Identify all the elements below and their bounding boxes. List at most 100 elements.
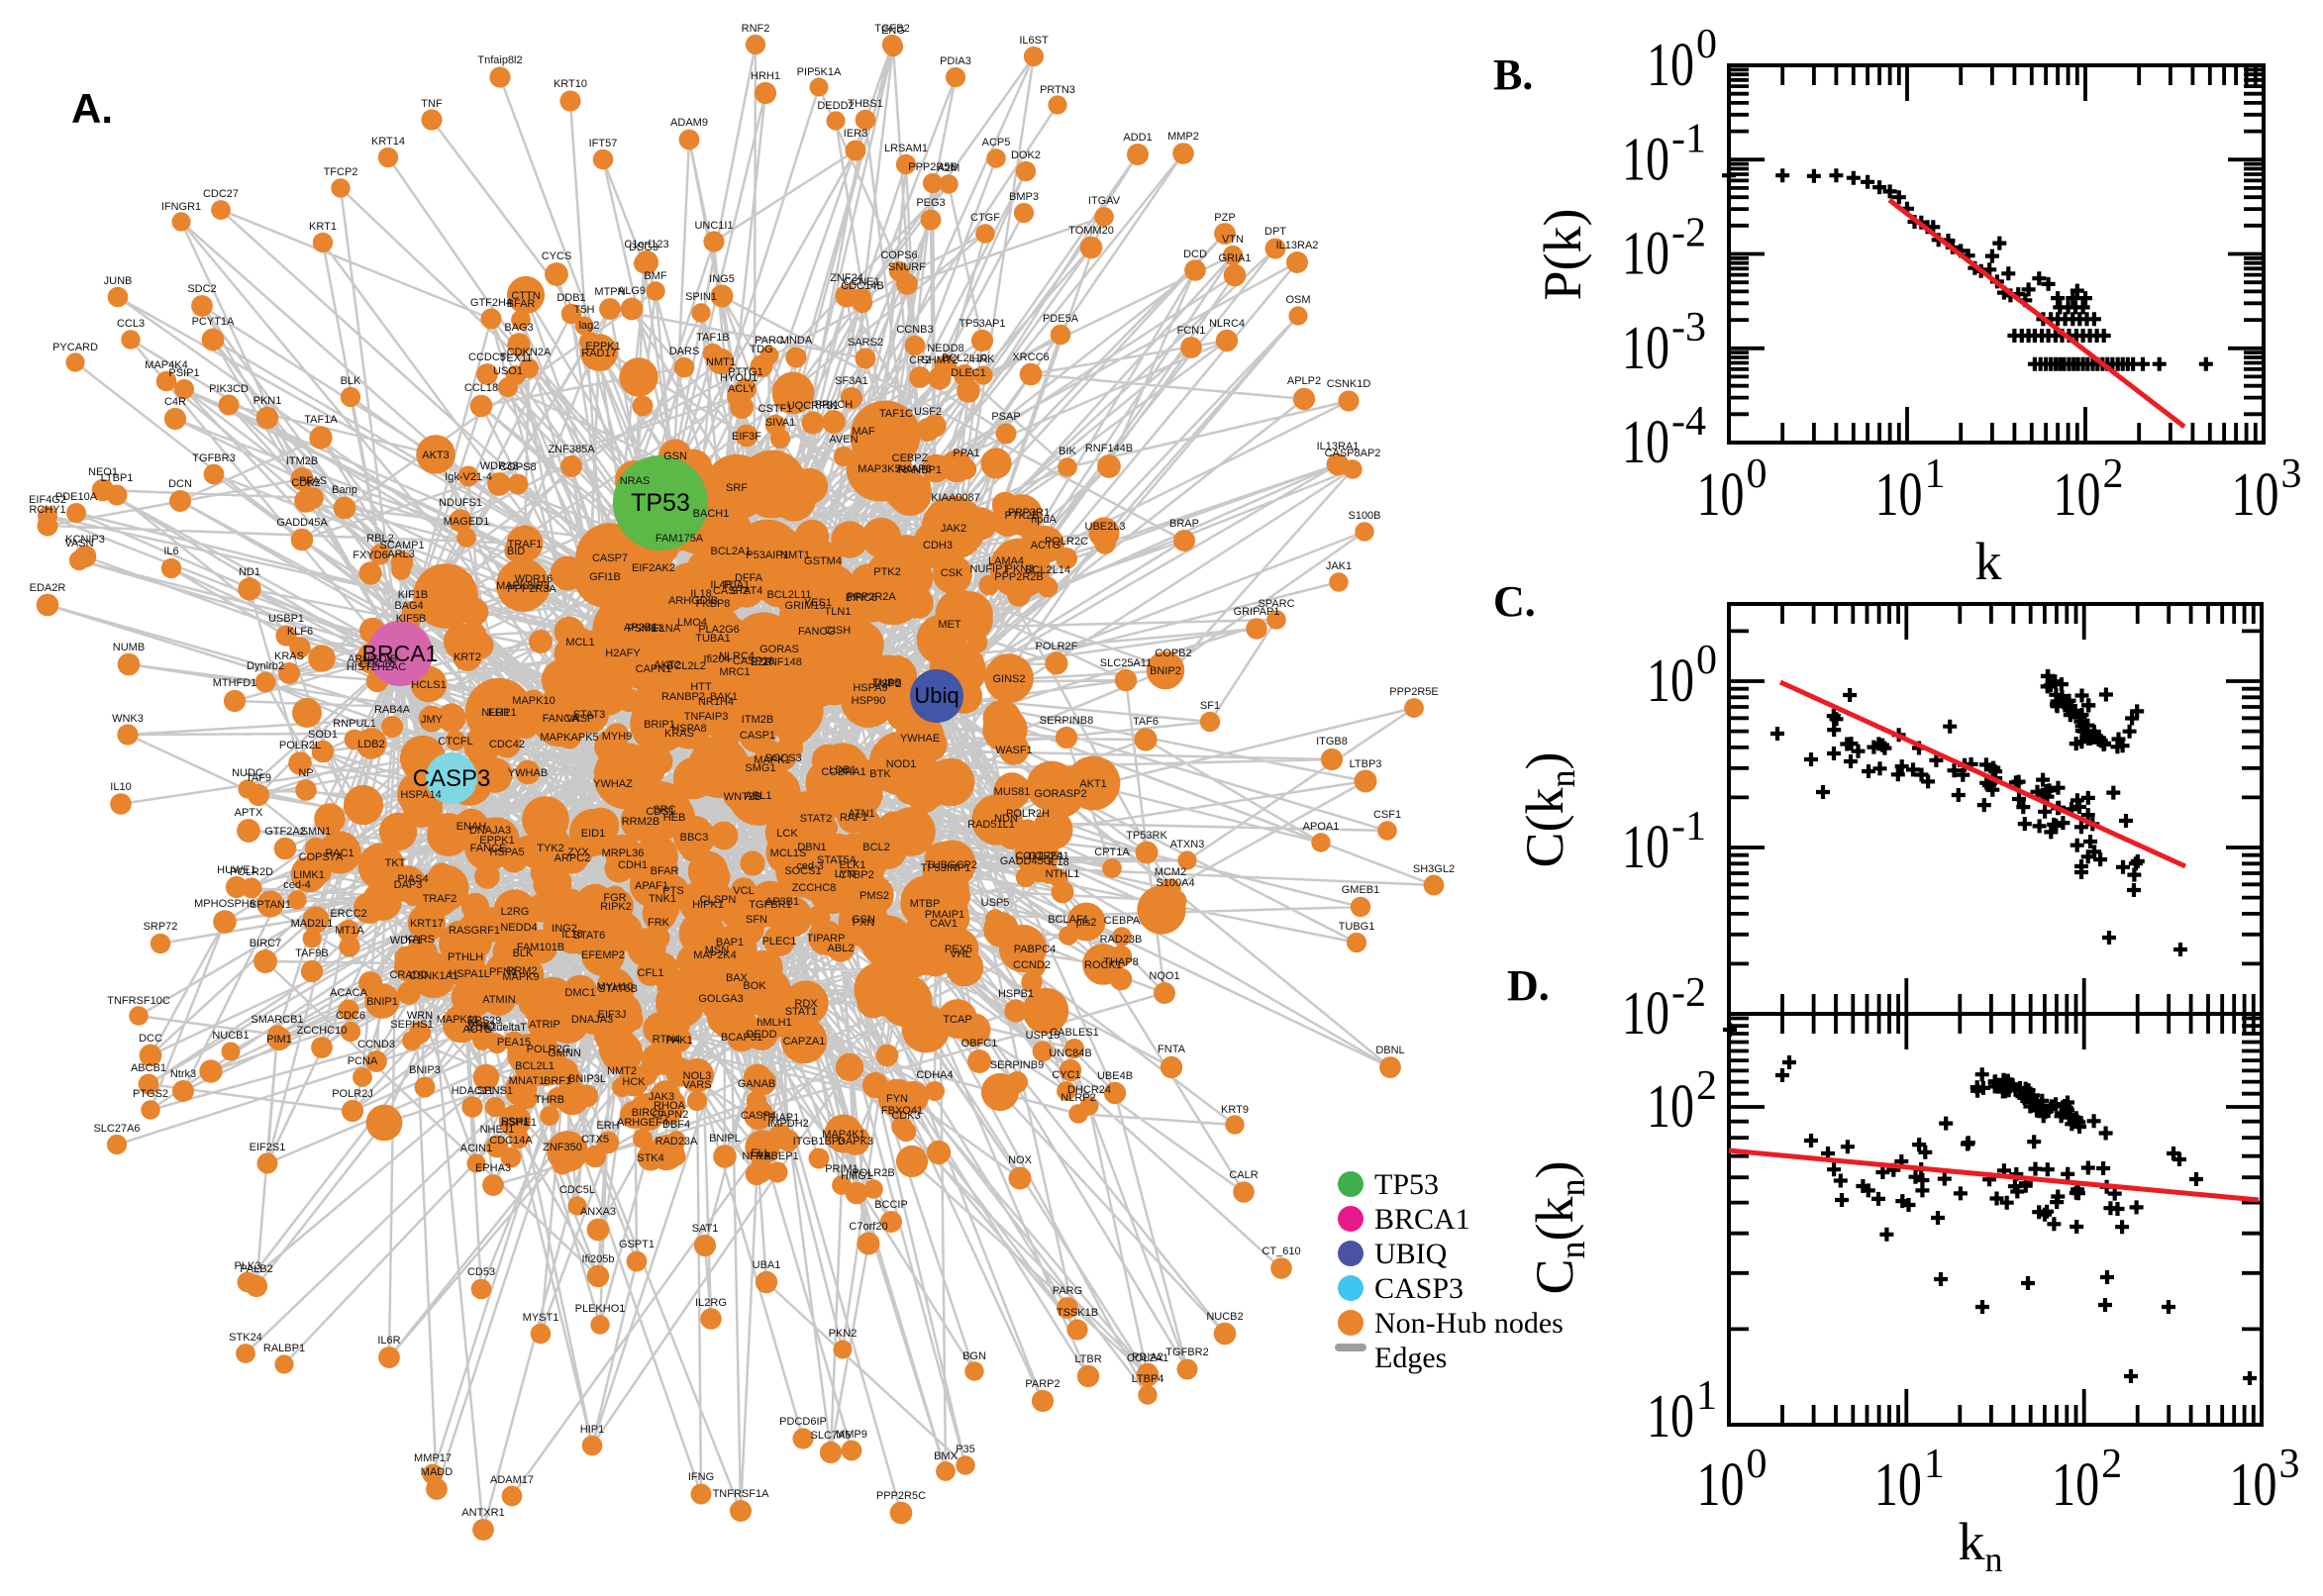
svg-text:MCL1S: MCL1S	[770, 848, 807, 859]
svg-text:TNFAIP3: TNFAIP3	[684, 711, 729, 723]
svg-text:MRC1: MRC1	[719, 666, 750, 678]
svg-text:UBA1: UBA1	[753, 1259, 781, 1271]
svg-text:PDIA2: PDIA2	[1132, 1351, 1163, 1363]
svg-text:TEX11: TEX11	[500, 352, 533, 364]
svg-text:APLP2: APLP2	[1287, 375, 1321, 387]
svg-text:k: k	[1975, 532, 2002, 591]
svg-text:CDH3: CDH3	[923, 540, 953, 551]
svg-text:KARS: KARS	[405, 934, 435, 946]
svg-text:CTGF: CTGF	[970, 212, 1000, 224]
svg-text:MAF: MAF	[852, 426, 875, 438]
svg-text:10: 10	[1875, 461, 1923, 529]
svg-text:CASP4: CASP4	[741, 1110, 776, 1122]
svg-text:2: 2	[2103, 451, 2124, 497]
svg-text:10: 10	[1622, 409, 1669, 476]
svg-text:BFAR: BFAR	[507, 298, 536, 310]
svg-text:PDE10A: PDE10A	[55, 491, 98, 503]
svg-text:PLK3: PLK3	[235, 1260, 261, 1272]
svg-text:CAPN1: CAPN1	[636, 663, 672, 675]
svg-text:COBRA1: COBRA1	[821, 766, 865, 778]
svg-text:PKN3: PKN3	[1006, 563, 1035, 575]
svg-text:CCND2: CCND2	[1013, 959, 1051, 971]
svg-text:ACTG: ACTG	[1031, 540, 1061, 551]
svg-text:MAPK9: MAPK9	[502, 971, 539, 983]
svg-text:IFT57: IFT57	[589, 138, 618, 150]
svg-text:FLNA: FLNA	[653, 623, 681, 635]
svg-text:CALR: CALR	[1229, 1169, 1258, 1181]
svg-text:ACLY: ACLY	[728, 383, 757, 395]
svg-text:BCL2L11: BCL2L11	[766, 589, 811, 601]
svg-text:PPP2R5E: PPP2R5E	[1389, 686, 1439, 698]
svg-text:BRCA1: BRCA1	[1374, 1203, 1470, 1236]
svg-text:PKN1: PKN1	[253, 395, 282, 407]
svg-text:BRCA1: BRCA1	[362, 641, 439, 666]
svg-text:ZYX: ZYX	[567, 847, 589, 858]
svg-text:KIF5B: KIF5B	[396, 613, 427, 625]
svg-text:TAF9: TAF9	[246, 772, 271, 784]
svg-text:MT1A: MT1A	[335, 925, 364, 937]
svg-text:10: 10	[1622, 315, 1669, 382]
svg-text:RAC1: RAC1	[325, 848, 354, 859]
svg-text:OSM: OSM	[1285, 294, 1310, 306]
svg-text:PAK1: PAK1	[665, 1035, 692, 1047]
svg-text:BAG3: BAG3	[504, 322, 533, 334]
svg-text:DCN: DCN	[168, 478, 192, 490]
svg-text:CR2: CR2	[909, 354, 931, 366]
svg-text:CTX5: CTX5	[581, 1134, 609, 1146]
svg-text:SCAMP1: SCAMP1	[379, 540, 424, 551]
svg-text:POLR2L: POLR2L	[279, 740, 321, 751]
svg-text:NUCB1: NUCB1	[212, 1030, 249, 1042]
svg-text:BMX: BMX	[934, 1450, 959, 1462]
svg-text:MRPL36: MRPL36	[602, 848, 645, 859]
svg-text:VCL: VCL	[733, 885, 754, 897]
svg-text:DHCR24: DHCR24	[1067, 1084, 1111, 1096]
svg-text:FGR: FGR	[603, 892, 626, 904]
svg-text:GSN: GSN	[663, 450, 687, 462]
svg-text:SARS2: SARS2	[848, 337, 883, 349]
svg-text:MAPK10: MAPK10	[512, 695, 555, 707]
svg-text:PIAS4: PIAS4	[397, 873, 428, 885]
svg-text:TNF: TNF	[421, 98, 443, 110]
svg-text:LIMK1: LIMK1	[293, 869, 325, 881]
svg-text:EIF4G2: EIF4G2	[29, 494, 66, 506]
svg-text:Banp: Banp	[332, 484, 357, 496]
svg-text:PTTG1: PTTG1	[728, 366, 762, 378]
svg-text:SOCS3: SOCS3	[764, 752, 801, 764]
svg-text:TYK2: TYK2	[537, 843, 564, 854]
svg-text:KRT10: KRT10	[554, 78, 587, 90]
svg-text:DCD: DCD	[1183, 249, 1207, 260]
svg-text:GFI1B: GFI1B	[589, 571, 621, 583]
svg-text:BBC3: BBC3	[680, 832, 709, 844]
svg-text:10: 10	[1697, 1451, 1745, 1519]
svg-text:VTN: VTN	[1222, 234, 1244, 246]
svg-text:KRT2: KRT2	[454, 651, 481, 663]
svg-text:SDC2: SDC2	[187, 283, 216, 295]
svg-text:SMARCB1: SMARCB1	[251, 1014, 303, 1026]
svg-text:SFN: SFN	[746, 914, 767, 926]
svg-text:CASP7: CASP7	[592, 552, 628, 564]
svg-text:BID: BID	[507, 546, 525, 557]
svg-text:MYH9: MYH9	[602, 731, 633, 743]
svg-text:DAP3: DAP3	[394, 879, 423, 891]
svg-text:IL6ST: IL6ST	[1019, 35, 1049, 47]
svg-text:USO1: USO1	[493, 365, 523, 377]
svg-text:SF3A1: SF3A1	[835, 375, 868, 387]
svg-text:BAX: BAX	[726, 972, 749, 984]
svg-text:RABEP1: RABEP1	[756, 1150, 798, 1162]
svg-text:pfs2: pfs2	[1076, 917, 1097, 929]
svg-text:KIAA0087: KIAA0087	[931, 492, 980, 504]
svg-text:BCL2L1: BCL2L1	[515, 1060, 555, 1072]
svg-text:PKN2: PKN2	[829, 1328, 858, 1340]
svg-text:LTBP4: LTBP4	[1132, 1373, 1164, 1385]
svg-text:BCLAF1: BCLAF1	[1048, 914, 1089, 926]
svg-text:ZNF24: ZNF24	[830, 272, 863, 284]
svg-text:CTTN: CTTN	[511, 290, 540, 302]
svg-text:WNK3: WNK3	[112, 713, 144, 725]
svg-text:WDR16: WDR16	[515, 573, 554, 585]
svg-text:CCNB3: CCNB3	[896, 324, 933, 336]
svg-text:PSME3: PSME3	[627, 623, 663, 635]
svg-text:FNTA: FNTA	[1158, 1044, 1186, 1055]
svg-text:POLR2B: POLR2B	[852, 1167, 894, 1179]
svg-text:FANCG: FANCG	[798, 626, 836, 638]
svg-text:RASGRF1: RASGRF1	[449, 925, 500, 937]
